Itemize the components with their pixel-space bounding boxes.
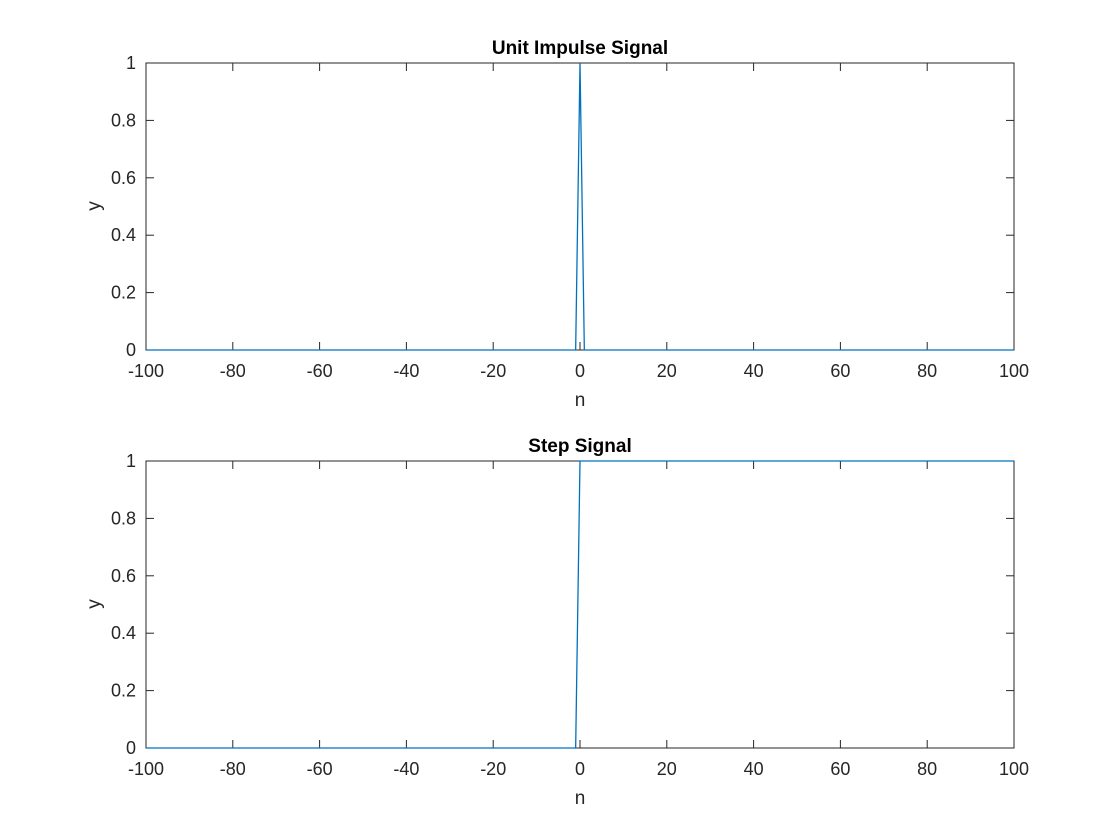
x-tick-label: -80	[220, 759, 246, 779]
x-tick-label: -80	[220, 361, 246, 381]
plot-area	[145, 62, 1015, 351]
x-tick-label: 20	[657, 361, 677, 381]
y-tick-label: 0.6	[111, 168, 136, 188]
x-tick-label: -100	[128, 759, 164, 779]
x-tick-label: -20	[480, 361, 506, 381]
x-tick-label: -40	[393, 759, 419, 779]
series-group	[145, 62, 1015, 351]
y-tick-label: 0.4	[111, 225, 136, 245]
y-tick-label: 0.8	[111, 110, 136, 130]
x-tick-label: 100	[999, 361, 1029, 381]
y-tick-label: 0	[126, 340, 136, 360]
subplot-unit-impulse: Unit Impulse Signal n y -100 -80 -60 -40 -20…	[84, 38, 1029, 411]
chart-title: Step Signal	[528, 436, 631, 457]
x-tick-label: 80	[917, 759, 937, 779]
y-tick-label: 0.8	[111, 508, 136, 528]
x-tick-label: 0	[575, 759, 585, 779]
axis-ticks: -100 -80 -60 -40 -20 0 20 40 60 80 100 0 0.2 0.4 0.6 0.…	[111, 53, 1029, 381]
y-tick-label: 0.6	[111, 566, 136, 586]
x-axis-label: n	[575, 788, 586, 809]
x-tick-label: 40	[744, 361, 764, 381]
x-axis-label: n	[575, 390, 586, 411]
x-tick-label: -40	[393, 361, 419, 381]
x-tick-label: -20	[480, 759, 506, 779]
x-tick-label: -60	[307, 759, 333, 779]
axis-ticks: -100 -80 -60 -40 -20 0 20 40 60 80 100 0 0.2 0.4 0.6 0.…	[111, 451, 1029, 779]
x-tick-label: 60	[830, 759, 850, 779]
x-tick-label: 80	[917, 361, 937, 381]
subplot-step: Step Signal n y -100 -80 -60 -40 -20 0 20 40 60 8…	[84, 436, 1029, 809]
x-tick-label: 40	[744, 759, 764, 779]
series-line	[146, 460, 1014, 749]
y-tick-label: 1	[126, 53, 136, 73]
y-tick-label: 0.4	[111, 623, 136, 643]
y-axis-label: y	[84, 201, 105, 211]
x-tick-label: 100	[999, 759, 1029, 779]
chart-title: Unit Impulse Signal	[492, 38, 668, 59]
y-tick-label: 0.2	[111, 283, 136, 303]
x-tick-label: 20	[657, 759, 677, 779]
x-tick-label: 60	[830, 361, 850, 381]
plot-area	[145, 460, 1015, 749]
series-group	[145, 460, 1015, 749]
x-tick-label: -100	[128, 361, 164, 381]
y-tick-label: 0.2	[111, 681, 136, 701]
y-tick-label: 1	[126, 451, 136, 471]
y-tick-label: 0	[126, 738, 136, 758]
x-tick-label: 0	[575, 361, 585, 381]
y-axis-label: y	[84, 599, 105, 609]
x-tick-label: -60	[307, 361, 333, 381]
